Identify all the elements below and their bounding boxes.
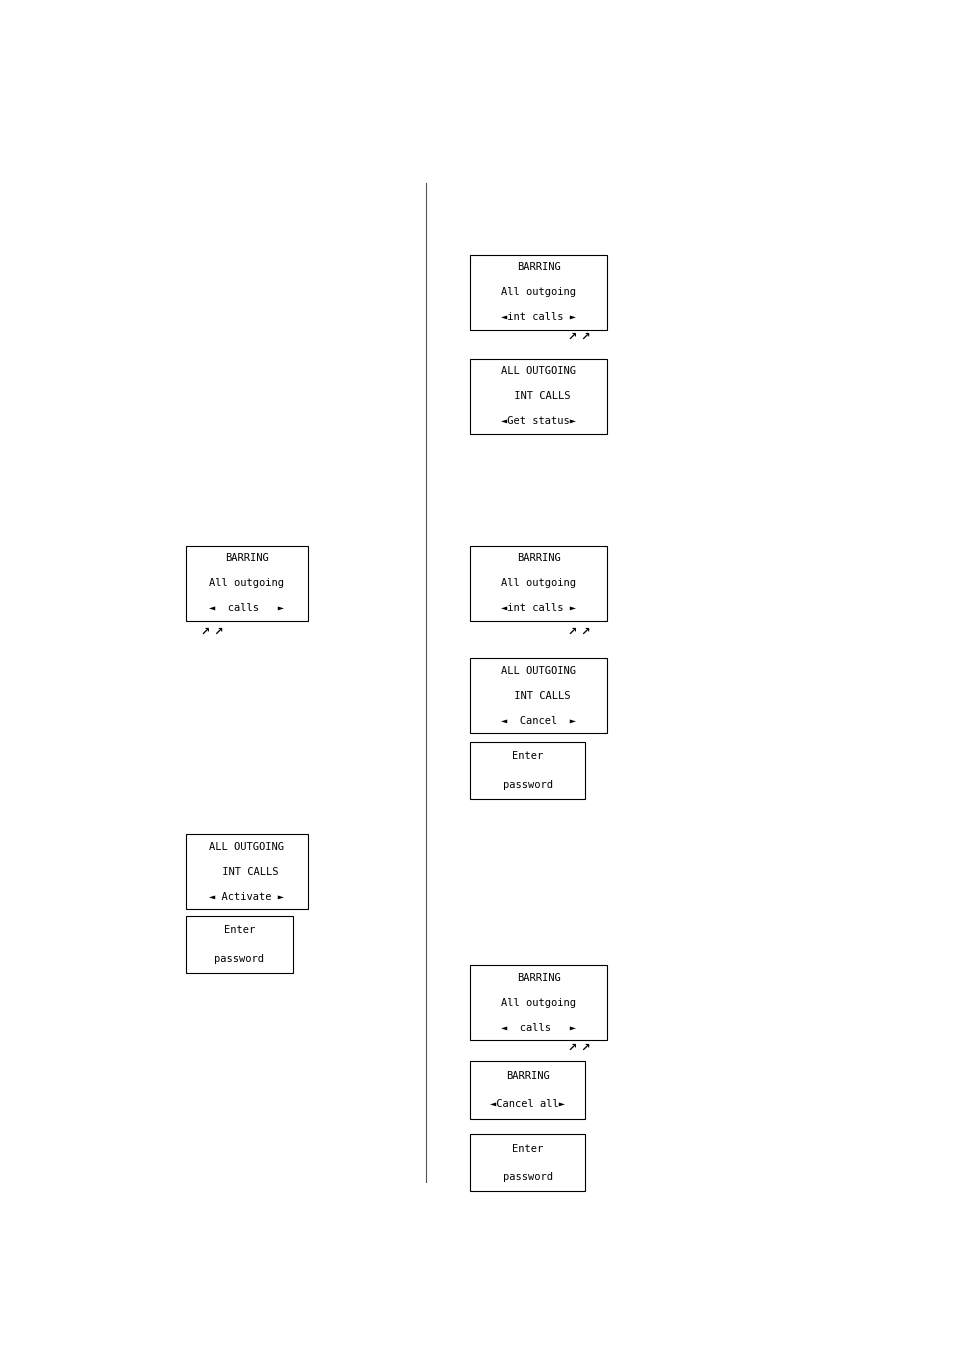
Text: password: password [214, 954, 264, 963]
Text: password: password [502, 1173, 552, 1182]
Text: ↗ ↗: ↗ ↗ [200, 627, 223, 638]
Text: ◄int calls ►: ◄int calls ► [501, 312, 576, 322]
Text: ◄Get status►: ◄Get status► [501, 416, 576, 426]
Bar [470, 255, 606, 330]
Bar [186, 916, 293, 973]
Text: ALL OUTGOING: ALL OUTGOING [209, 842, 284, 851]
Bar [470, 742, 584, 800]
Bar [470, 965, 606, 1040]
Bar [470, 1062, 584, 1119]
Text: ◄int calls ►: ◄int calls ► [501, 604, 576, 613]
Text: ◄ Activate ►: ◄ Activate ► [209, 892, 284, 901]
Text: INT CALLS: INT CALLS [507, 690, 570, 701]
Text: BARRING: BARRING [517, 554, 560, 563]
Text: password: password [502, 780, 552, 790]
Bar [470, 658, 606, 734]
Text: ◄  calls   ►: ◄ calls ► [501, 1023, 576, 1032]
Text: Enter: Enter [512, 751, 543, 762]
Bar [186, 834, 308, 909]
Text: ◄  Cancel  ►: ◄ Cancel ► [501, 716, 576, 725]
Text: INT CALLS: INT CALLS [215, 866, 277, 877]
Text: Enter: Enter [224, 925, 254, 935]
Text: Enter: Enter [512, 1143, 543, 1154]
Text: BARRING: BARRING [225, 554, 269, 563]
Text: All outgoing: All outgoing [209, 578, 284, 589]
Text: BARRING: BARRING [505, 1071, 549, 1081]
Text: All outgoing: All outgoing [501, 997, 576, 1008]
Text: All outgoing: All outgoing [501, 288, 576, 297]
Text: ALL OUTGOING: ALL OUTGOING [501, 366, 576, 376]
Bar [470, 546, 606, 621]
Text: ↗ ↗: ↗ ↗ [568, 627, 591, 638]
Text: ALL OUTGOING: ALL OUTGOING [501, 666, 576, 676]
Text: All outgoing: All outgoing [501, 578, 576, 589]
Text: BARRING: BARRING [517, 973, 560, 982]
Text: INT CALLS: INT CALLS [507, 392, 570, 401]
Text: ↗ ↗: ↗ ↗ [568, 1043, 591, 1054]
Bar [470, 359, 606, 434]
Text: ◄Cancel all►: ◄Cancel all► [490, 1100, 564, 1109]
Bar [470, 1135, 584, 1192]
Text: ↗ ↗: ↗ ↗ [568, 332, 591, 342]
Bar [186, 546, 308, 621]
Text: ◄  calls   ►: ◄ calls ► [209, 604, 284, 613]
Text: BARRING: BARRING [517, 262, 560, 272]
